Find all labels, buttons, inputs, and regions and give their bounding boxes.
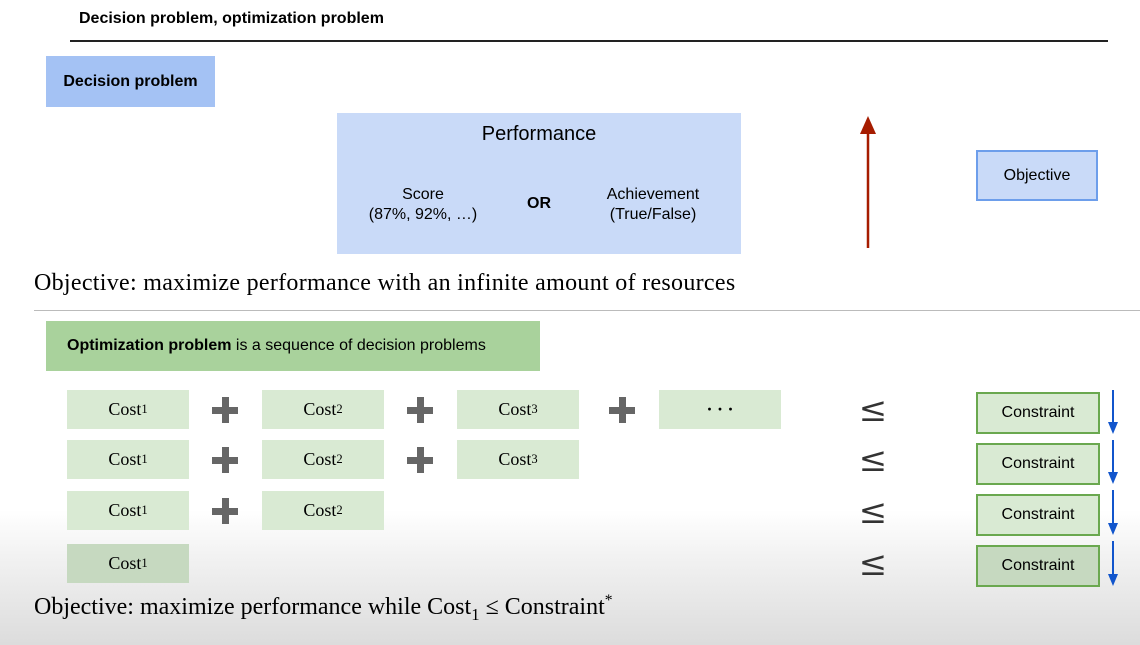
optimization-problem-label: Optimization problem is a sequence of de… [46,321,540,371]
up-arrow-icon [860,116,876,248]
achievement-examples: (True/False) [609,206,697,223]
cost-2-box: Cost 2 [262,440,384,479]
cost-1-box: Cost 1 [67,440,189,479]
plus-icon [209,394,241,426]
score-label: Score [402,186,444,203]
plus-icon [209,495,241,527]
performance-title: Performance [481,123,597,145]
optimization-label-bold: Optimization problem [67,337,232,354]
decision-objective-text: Objective: maximize performance with an … [34,270,736,296]
ellipsis-box: · · · [659,390,781,429]
leq-symbol: ≤ [858,440,888,480]
or-label: OR [527,195,551,212]
cost-3-box: Cost 3 [457,440,579,479]
down-arrow-icon [1108,541,1118,586]
plus-icon [606,394,638,426]
cost-1-box: Cost 1 [67,544,189,583]
down-arrow-icon [1108,490,1118,535]
constraint-box: Constraint [976,494,1100,536]
constraint-box: Constraint [976,443,1100,485]
decision-problem-label: Decision problem [46,56,215,107]
down-arrow-icon [1108,390,1118,434]
objective-box: Objective [976,150,1098,201]
cost-1-box: Cost 1 [67,491,189,530]
performance-box: Performance Score (87%, 92%, …) OR Achie… [337,113,741,254]
optimization-objective-text: Objective: maximize performance while Co… [34,592,613,624]
section-divider [34,310,1140,311]
plus-icon [404,394,436,426]
cost-2-box: Cost 2 [262,491,384,530]
page-title: Decision problem, optimization problem [79,10,384,27]
achievement-text: Achievement (True/False) [591,185,715,225]
constraint-box: Constraint [976,545,1100,587]
plus-icon [209,444,241,476]
cost-2-box: Cost 2 [262,390,384,429]
score-examples: (87%, 92%, …) [368,206,478,223]
down-arrows [1108,390,1118,586]
cost-1-box: Cost 1 [67,390,189,429]
achievement-label: Achievement [606,186,700,203]
plus-icon [404,444,436,476]
title-divider [70,40,1108,42]
leq-symbol: ≤ [858,544,888,584]
cost-3-box: Cost 3 [457,390,579,429]
leq-symbol: ≤ [858,492,888,532]
constraint-box: Constraint [976,392,1100,434]
optimization-label-rest: is a sequence of decision problems [231,337,486,354]
down-arrow-icon [1108,440,1118,484]
score-text: Score (87%, 92%, …) [361,185,485,225]
leq-symbol: ≤ [858,390,888,430]
